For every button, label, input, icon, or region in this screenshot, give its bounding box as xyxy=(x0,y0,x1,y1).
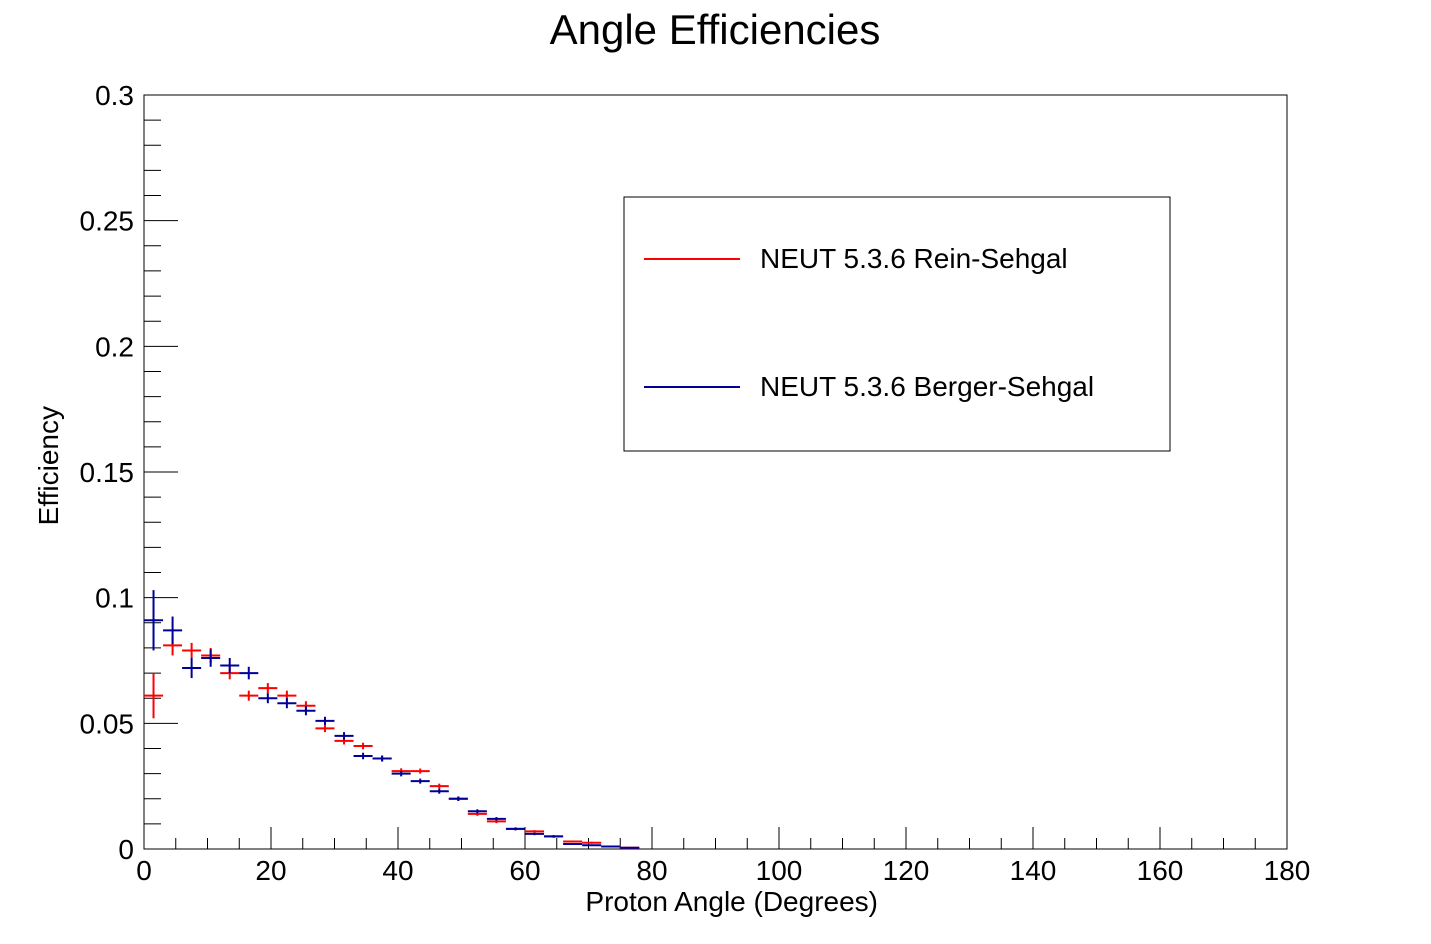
y-axis-label: Efficiency xyxy=(33,406,64,525)
data-point xyxy=(582,844,602,847)
data-point xyxy=(334,732,354,740)
y-tick-label: 0.1 xyxy=(95,583,134,614)
data-point xyxy=(467,809,487,814)
data-point xyxy=(277,698,297,709)
data-point xyxy=(144,590,164,651)
data-point xyxy=(525,830,545,833)
data-point xyxy=(315,724,335,733)
data-point xyxy=(372,755,392,762)
data-point xyxy=(544,835,564,838)
data-point xyxy=(505,827,525,831)
data-point xyxy=(486,817,506,821)
data-point xyxy=(563,842,583,845)
data-point xyxy=(525,832,545,836)
y-tick-label: 0.3 xyxy=(95,80,134,111)
y-tick-label: 0 xyxy=(118,834,134,865)
series-berger-sehgal xyxy=(144,590,640,849)
data-point xyxy=(182,642,202,658)
data-point xyxy=(315,716,335,725)
data-point xyxy=(239,666,259,680)
x-tick-label: 120 xyxy=(883,855,930,886)
x-axis-label: Proton Angle (Degrees) xyxy=(585,886,878,917)
x-tick-label: 20 xyxy=(255,855,286,886)
y-tick-label: 0.15 xyxy=(80,457,135,488)
data-point xyxy=(163,616,183,645)
legend-label-berger-sehgal: NEUT 5.3.6 Berger-Sehgal xyxy=(760,371,1094,402)
chart-title: Angle Efficiencies xyxy=(550,6,881,53)
data-point xyxy=(429,788,449,794)
y-tick-label: 0.05 xyxy=(80,708,135,739)
legend: NEUT 5.3.6 Rein-Sehgal NEUT 5.3.6 Berger… xyxy=(623,196,1171,452)
data-point xyxy=(258,693,278,704)
x-tick-label: 100 xyxy=(756,855,803,886)
x-axis-tick-labels: 0 20 40 60 80 100 120 140 160 180 xyxy=(136,855,1310,886)
data-point xyxy=(296,706,316,716)
x-tick-label: 80 xyxy=(636,855,667,886)
data-point xyxy=(239,690,259,701)
data-point xyxy=(582,841,602,844)
x-tick-label: 60 xyxy=(509,855,540,886)
y-axis-tick-labels: 0 0.05 0.1 0.15 0.2 0.25 0.3 xyxy=(80,80,135,865)
data-point xyxy=(220,657,240,674)
data-point xyxy=(258,683,278,694)
data-point xyxy=(391,770,411,777)
data-point xyxy=(448,796,468,801)
data-point xyxy=(620,846,640,849)
x-tick-label: 180 xyxy=(1264,855,1311,886)
axis-ticks xyxy=(143,94,1288,850)
legend-box xyxy=(623,196,1171,452)
y-tick-label: 0.25 xyxy=(80,206,135,237)
data-point xyxy=(353,742,373,750)
data-point xyxy=(601,845,621,848)
data-point xyxy=(563,840,583,843)
data-point xyxy=(410,768,430,774)
data-point xyxy=(144,673,164,719)
legend-label-rein-sehgal: NEUT 5.3.6 Rein-Sehgal xyxy=(760,243,1068,274)
data-point xyxy=(429,783,449,789)
data-point xyxy=(182,657,202,679)
data-point xyxy=(353,752,373,760)
x-tick-label: 160 xyxy=(1137,855,1184,886)
series-rein-sehgal xyxy=(144,635,640,849)
data-series-layer xyxy=(144,590,640,849)
data-point xyxy=(410,778,430,784)
x-tick-label: 0 xyxy=(136,855,152,886)
y-tick-label: 0.2 xyxy=(95,331,134,362)
x-tick-label: 140 xyxy=(1010,855,1057,886)
x-tick-label: 40 xyxy=(382,855,413,886)
data-point xyxy=(201,649,221,667)
